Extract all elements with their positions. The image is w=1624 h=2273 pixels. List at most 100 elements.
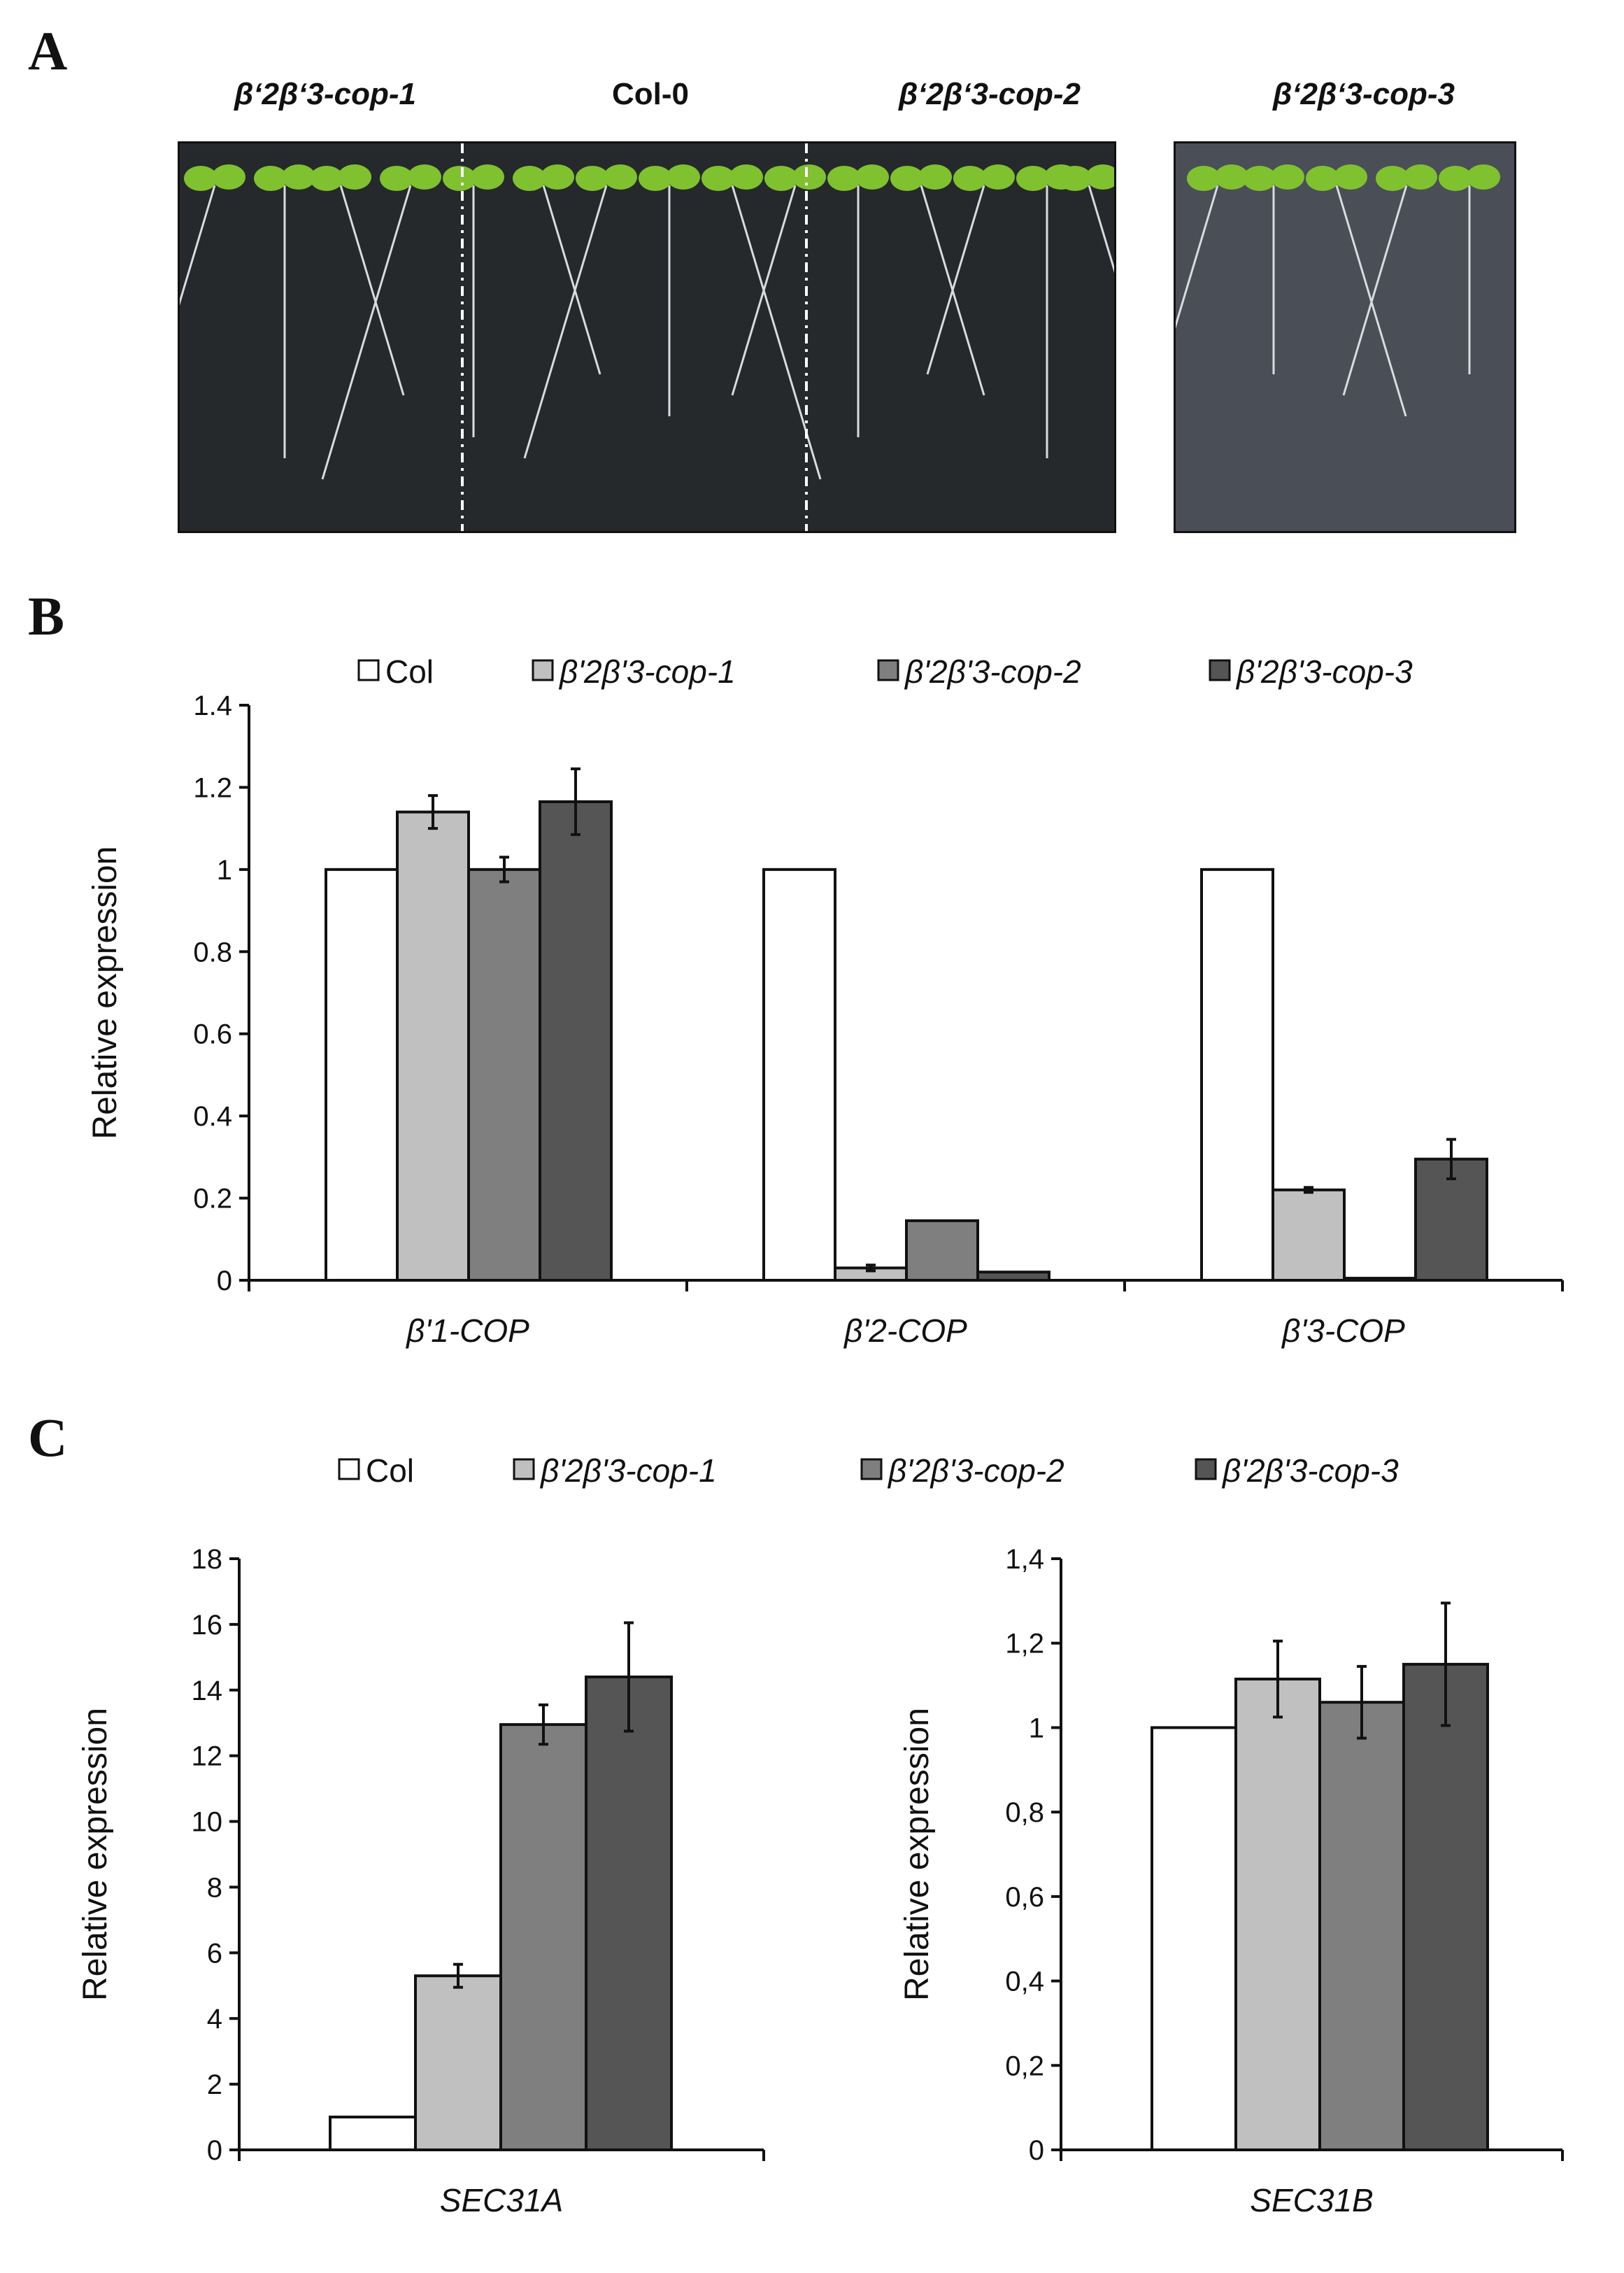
chart-c-left-y-tick-label: 6 — [207, 1938, 222, 1969]
seedling-leaf — [338, 164, 371, 190]
seedling-leaf — [855, 164, 889, 190]
seedling-leaf — [604, 164, 637, 190]
seedling-root — [731, 185, 797, 396]
legend-c-label: Col — [366, 1452, 414, 1489]
seedling-leaf — [408, 164, 441, 190]
seedling-leaf — [1439, 166, 1472, 191]
seedling-leaf — [1404, 164, 1437, 190]
seedling-photo-main — [178, 141, 1116, 533]
seedling-leaf — [1376, 166, 1409, 191]
seedling-leaf — [729, 164, 763, 190]
chart-b-category-label: β'2-COP — [843, 1312, 967, 1349]
seedling-leaf — [764, 166, 798, 191]
seedling-leaf — [1215, 164, 1248, 190]
seedling-leaf — [827, 166, 861, 191]
panel-letter-a: A — [28, 20, 68, 81]
chart-c-left-y-tick-label: 0 — [207, 2135, 222, 2166]
legend-c-swatch — [860, 1458, 883, 1480]
chart-c-right-y-tick-label: 0,8 — [1005, 1797, 1044, 1828]
seedling-leaf — [1467, 164, 1500, 190]
chart-b-category-label: β'1-COP — [405, 1312, 529, 1349]
photo-label-cop2: β‘2β‘3-cop-2 — [898, 77, 1081, 111]
seedling-leaf — [1016, 166, 1050, 191]
chart-b-bar — [539, 800, 613, 1282]
chart-b-y-tick-label: 1.4 — [193, 691, 232, 721]
seedling-leaf — [310, 166, 343, 191]
chart-b-y-tick-label: 1 — [217, 855, 232, 886]
seedling-photo-cop3-drawing — [1176, 164, 1500, 417]
seedling-leaf — [443, 166, 476, 191]
seedling-leaf — [576, 166, 609, 191]
chart-c: Col β'2β'3-cop-1 β'2β'3-cop-2 β'2β'3-cop-3 0… — [77, 1452, 1564, 2218]
legend-c-swatch — [513, 1458, 535, 1480]
seedling-leaf — [471, 164, 504, 190]
chart-c-left-y-tick-label: 4 — [207, 2004, 222, 2034]
seedling-photo-cop3 — [1174, 141, 1516, 533]
seedling-root — [1342, 185, 1408, 396]
legend-b-label: Col — [385, 653, 434, 690]
chart-b-bar — [467, 868, 541, 1282]
seedling-leaf — [541, 164, 574, 190]
seedling-leaf — [792, 164, 826, 190]
legend-b-swatch — [1209, 659, 1231, 681]
seedling-root — [926, 185, 985, 375]
chart-b-y-axis-label: Relative expression — [87, 847, 124, 1140]
seedling-leaf — [953, 166, 987, 191]
chart-b-bar — [325, 868, 399, 1282]
panel-letter-b: B — [28, 586, 65, 646]
chart-c-left-y-tick-label: 16 — [192, 1610, 223, 1641]
chart-c-right-bar — [1318, 1701, 1405, 2151]
legend-b-label: β'2β'3-cop-2 — [904, 653, 1081, 690]
chart-c-left-bar — [499, 1723, 587, 2151]
seedling-leaf — [1271, 164, 1304, 190]
seedling-photo-main-drawing — [180, 143, 1114, 531]
seedling-leaf — [667, 164, 700, 190]
seedling-leaf — [1334, 164, 1367, 190]
photo-label-col0: Col-0 — [612, 77, 689, 111]
seedling-root — [321, 185, 412, 480]
legend-c-swatch — [338, 1458, 360, 1480]
chart-c-right-bar — [1402, 1662, 1489, 2151]
chart-c-right-bar — [1234, 1678, 1321, 2151]
chart-c-left-bar — [585, 1676, 673, 2151]
chart-c-left-y-tick-label: 12 — [192, 1741, 223, 1772]
seedling-root — [339, 185, 405, 396]
chart-b-y-tick-label: 0 — [217, 1266, 232, 1296]
legend-b-label: β'2β'3-cop-1 — [558, 653, 736, 690]
chart-b-y-tick-label: 0.6 — [193, 1019, 232, 1050]
seedling-leaf — [1058, 166, 1092, 191]
chart-c-right-category-label: SEC31B — [1250, 2182, 1373, 2218]
chart-c-right-y-tick-label: 0,2 — [1005, 2051, 1044, 2081]
seedling-root — [1176, 185, 1219, 330]
legend-b-swatch — [532, 659, 554, 681]
seedling-leaf — [890, 166, 924, 191]
seedling-leaf — [282, 164, 315, 190]
seedling-leaf — [1086, 164, 1114, 190]
legend-c-label: β'2β'3-cop-2 — [887, 1452, 1064, 1489]
chart-c-right-y-tick-label: 0,4 — [1005, 1967, 1044, 1997]
chart-b: Col β'2β'3-cop-1 β'2β'3-cop-2 β'2β'3-cop-3 0… — [87, 653, 1564, 1349]
legend-b-swatch — [877, 659, 899, 681]
seedling-leaf — [254, 166, 287, 191]
seedling-leaf — [1243, 166, 1276, 191]
chart-c-left-y-tick-label: 10 — [192, 1807, 223, 1838]
chart-b-y-tick-label: 0.4 — [193, 1101, 232, 1132]
chart-b-bar — [762, 868, 836, 1282]
seedling-leaf — [918, 164, 952, 190]
chart-b-category-label: β'3-COP — [1281, 1312, 1405, 1349]
seedling-leaf — [513, 166, 546, 191]
seedling-leaf — [1306, 166, 1339, 191]
seedling-root — [542, 185, 601, 375]
seedling-leaf — [981, 164, 1015, 190]
photo-label-cop3: β‘2β‘3-cop-3 — [1272, 77, 1455, 111]
seedling-leaf — [639, 166, 672, 191]
chart-b-y-tick-label: 0.2 — [193, 1184, 232, 1215]
chart-b-bar — [396, 810, 470, 1282]
seedling-leaf — [1187, 166, 1220, 191]
seedling-root — [180, 185, 216, 306]
seedling-leaf — [701, 166, 735, 191]
chart-c-right-y-tick-label: 0,6 — [1005, 1882, 1044, 1913]
chart-c-right-y-tick-label: 1 — [1029, 1713, 1044, 1743]
chart-b-y-tick-label: 0.8 — [193, 937, 232, 968]
seedling-leaf — [184, 166, 218, 191]
